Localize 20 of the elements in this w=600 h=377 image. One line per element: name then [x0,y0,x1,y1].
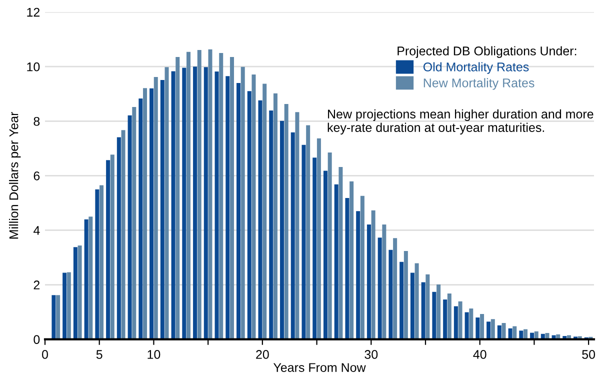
y-tick-label: 4 [33,226,40,235]
y-tick-label: 8 [34,116,40,126]
x-axis-title: Years From Now [273,363,366,372]
x-tick-label: 20 [256,350,269,359]
legend-title: Projected DB Obligations Under: [398,46,576,58]
x-tick-label: 0 [42,350,48,359]
x-tick-label: 5 [96,350,102,359]
y-tick-label: 10 [27,62,40,72]
y-tick-label: 12 [27,8,40,17]
x-tick-label: 50 [582,350,596,359]
annotation: New projections mean higher duration and more key-rate duration at out-year maturities. [328,109,594,134]
x-tick-label: 40 [473,350,486,359]
y-tick-label: 2 [34,280,40,290]
y-axis-title: Million Dollars per Year [9,112,21,239]
x-tick-label: 30 [364,350,378,359]
legend-label: New Mortality Rates [424,78,534,90]
legend-label: Old Mortality Rates [423,62,529,74]
x-tick-label: 10 [148,350,160,359]
y-tick-label: 6 [34,171,40,180]
y-tick-label: 0 [34,335,40,344]
